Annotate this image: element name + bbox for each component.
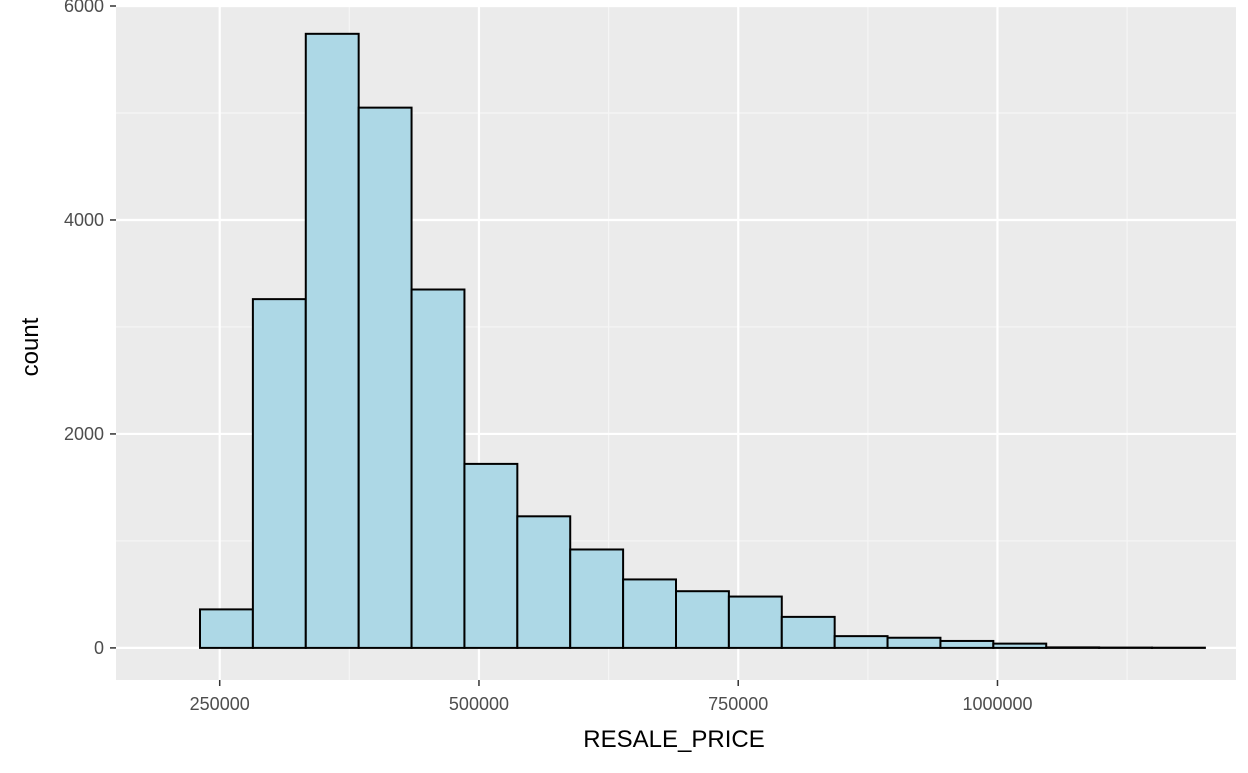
- x-tick-label: 750000: [708, 694, 768, 714]
- histogram-bar: [623, 579, 676, 647]
- histogram-bar: [835, 636, 888, 648]
- x-axis: 250000 500000 750000 1000000: [190, 680, 1033, 714]
- y-axis: 0 2000 4000 6000: [64, 0, 116, 658]
- x-tick-label: 1000000: [962, 694, 1032, 714]
- histogram-bar: [888, 638, 941, 648]
- y-tick-label: 6000: [64, 0, 104, 16]
- histogram-bar: [359, 108, 412, 648]
- histogram-bar: [940, 641, 993, 648]
- histogram-bar: [782, 617, 835, 648]
- histogram-bar: [306, 34, 359, 648]
- histogram-bar: [200, 609, 253, 648]
- y-tick-label: 0: [94, 638, 104, 658]
- histogram-bar: [676, 591, 729, 648]
- histogram-bar: [464, 464, 517, 648]
- histogram-bar: [993, 644, 1046, 648]
- histogram-bar: [253, 299, 306, 648]
- histogram-bar: [729, 597, 782, 648]
- histogram-bar: [412, 290, 465, 648]
- x-tick-label: 250000: [190, 694, 250, 714]
- y-axis-title: count: [17, 317, 44, 376]
- y-tick-label: 2000: [64, 424, 104, 444]
- y-tick-label: 4000: [64, 210, 104, 230]
- x-axis-title: RESALE_PRICE: [583, 726, 764, 753]
- histogram-bar: [1046, 647, 1099, 648]
- histogram-bar: [517, 516, 570, 648]
- x-tick-label: 500000: [449, 694, 509, 714]
- histogram-bar: [570, 549, 623, 647]
